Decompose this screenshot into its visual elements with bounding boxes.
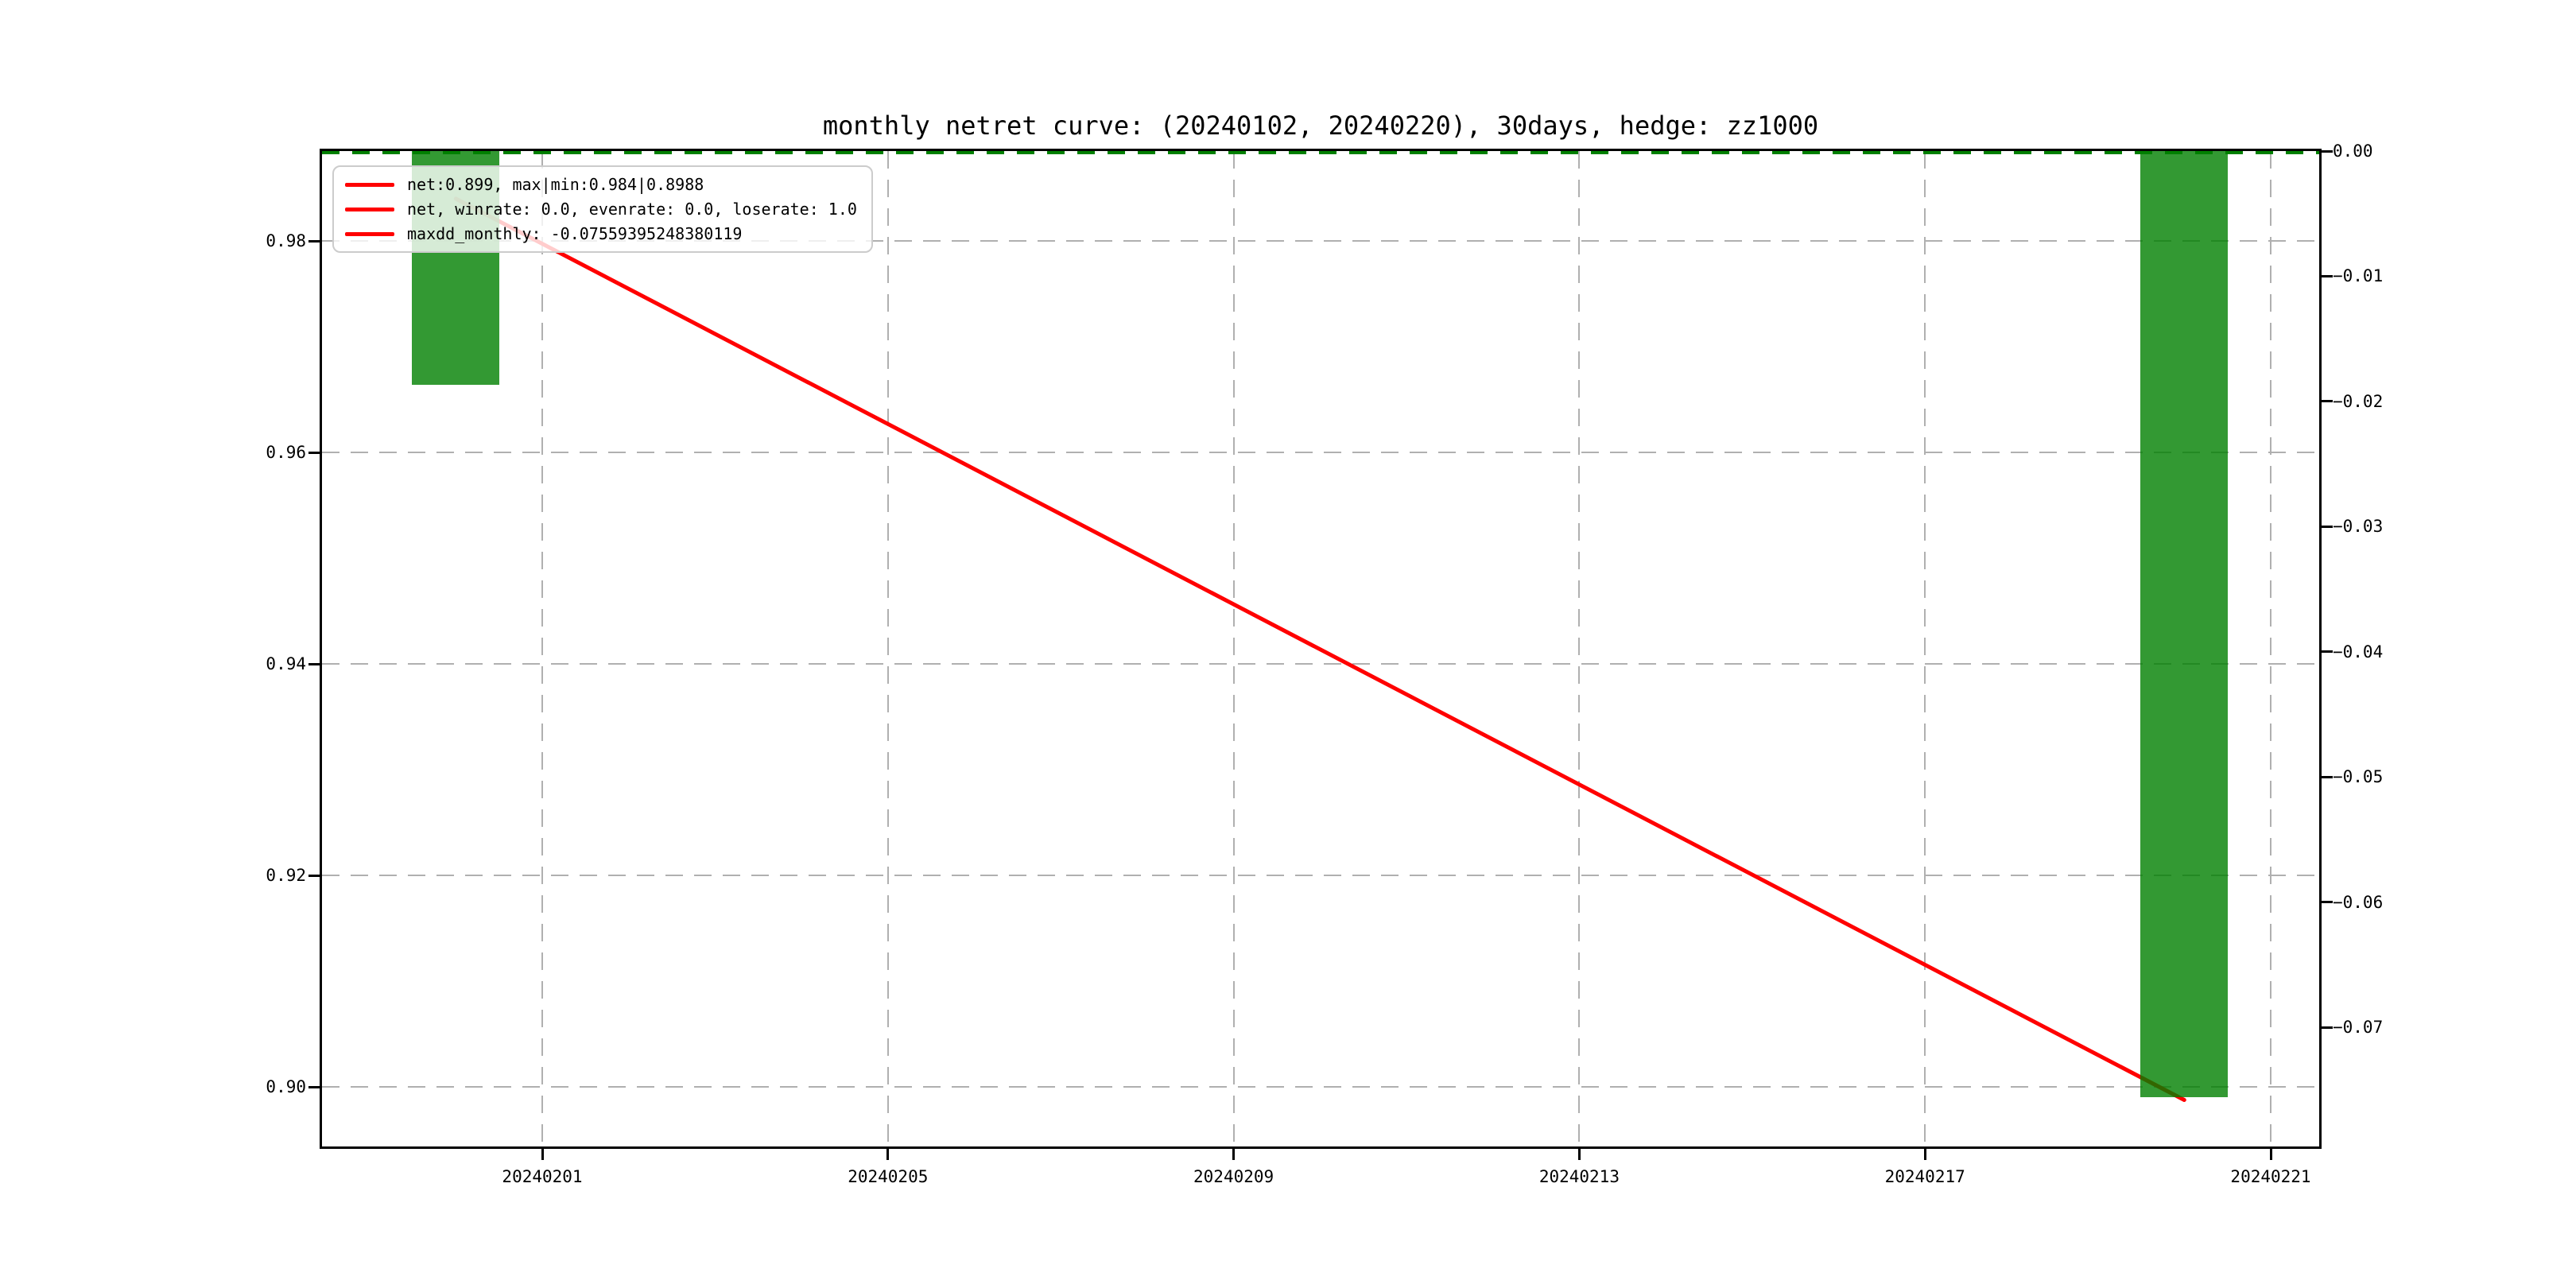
right-tick-mark (2322, 274, 2333, 277)
left-axis-tick-label: 0.90 (266, 1077, 306, 1097)
legend-row-maxdd: maxdd_monthly: -0.07559395248380119 (345, 223, 860, 244)
v-gridline (1232, 151, 1235, 1146)
v-gridline (2270, 151, 2271, 1146)
v-gridline (541, 151, 543, 1146)
right-tick-mark (2322, 149, 2333, 153)
left-axis-tick-label: 0.92 (266, 866, 306, 886)
net-line (453, 196, 2186, 1102)
legend-row-net: net:0.899, max|min:0.984|0.8988 (345, 174, 860, 195)
h-gridline (322, 1086, 2319, 1088)
x-axis-tick-label: 20240213 (1538, 1167, 1620, 1186)
h-gridline (322, 240, 2319, 242)
x-tick-mark (1577, 1149, 1581, 1160)
right-tick-mark (2322, 650, 2333, 654)
h-gridline (322, 663, 2319, 665)
h-gridline (322, 452, 2319, 454)
x-axis-tick-label: 20240217 (1884, 1167, 1965, 1186)
chart-title: monthly netret curve: (20240102, 2024022… (822, 111, 1819, 141)
x-tick-mark (2269, 1149, 2272, 1160)
right-tick-mark (2322, 400, 2333, 403)
red-line-swatch-icon (345, 207, 394, 211)
x-axis-tick-label: 20240221 (2230, 1167, 2311, 1186)
net-line-layer (453, 196, 2186, 1102)
right-tick-mark (2322, 775, 2333, 778)
right-tick-mark (2322, 901, 2333, 904)
legend-label-net: net:0.899, max|min:0.984|0.8988 (407, 175, 704, 194)
right-axis-tick-label: −0.06 (2333, 892, 2384, 912)
left-tick-mark (308, 1085, 320, 1088)
v-gridline (886, 151, 889, 1146)
legend-label-maxdd: maxdd_monthly: -0.07559395248380119 (407, 224, 743, 243)
right-axis-tick-label: −0.04 (2333, 642, 2384, 661)
x-tick-mark (541, 1149, 544, 1160)
right-axis-tick-label: −0.02 (2333, 391, 2384, 411)
left-tick-mark (308, 874, 320, 877)
x-axis-tick-label: 20240209 (1193, 1167, 1274, 1186)
left-tick-mark (308, 451, 320, 454)
left-tick-mark (308, 239, 320, 242)
h-gridline (322, 875, 2319, 877)
legend-row-winrate: net, winrate: 0.0, evenrate: 0.0, losera… (345, 199, 860, 219)
maxdd-bar (2140, 151, 2229, 1098)
x-axis-tick-label: 20240201 (502, 1167, 583, 1186)
red-line-swatch-icon (345, 182, 394, 187)
x-tick-mark (1923, 1149, 1926, 1160)
right-axis-tick-label: −0.05 (2333, 767, 2384, 787)
plot-area: net:0.899, max|min:0.984|0.8988 net, win… (320, 149, 2322, 1149)
legend-label-winrate: net, winrate: 0.0, evenrate: 0.0, losera… (407, 200, 857, 219)
x-axis-tick-label: 20240205 (848, 1167, 929, 1186)
right-axis-tick-label: −0.03 (2333, 517, 2384, 537)
red-line-swatch-icon (345, 231, 394, 236)
left-tick-mark (308, 662, 320, 665)
left-axis-tick-label: 0.96 (266, 443, 306, 463)
right-tick-mark (2322, 1026, 2333, 1029)
v-gridline (1578, 151, 1581, 1146)
right-axis-tick-label: −0.07 (2333, 1018, 2384, 1038)
right-axis-tick-label: 0.00 (2333, 142, 2373, 161)
right-tick-mark (2322, 525, 2333, 528)
left-axis-tick-label: 0.94 (266, 654, 306, 674)
zero-line (322, 151, 2319, 154)
x-tick-mark (886, 1149, 890, 1160)
legend: net:0.899, max|min:0.984|0.8988 net, win… (332, 165, 873, 253)
left-axis-tick-label: 0.98 (266, 231, 306, 251)
right-axis-tick-label: −0.01 (2333, 266, 2384, 286)
x-tick-mark (1232, 1149, 1236, 1160)
v-gridline (1924, 151, 1926, 1146)
